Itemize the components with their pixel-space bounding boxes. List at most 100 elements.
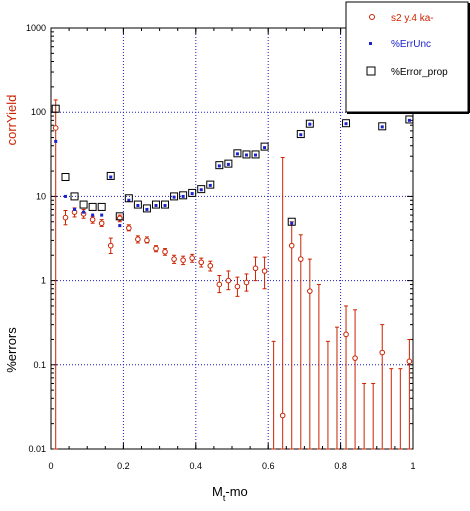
data-point-errorprop xyxy=(206,180,215,189)
data-point-errorprop xyxy=(133,200,142,209)
y-axis-label-top: corrYield xyxy=(4,95,19,146)
data-point-errunc xyxy=(154,203,158,207)
legend-box xyxy=(345,1,469,113)
x-tick-label: 0.2 xyxy=(117,461,130,471)
data-point-errorprop xyxy=(106,171,115,180)
data-point-s2 xyxy=(261,268,268,274)
y-tick-label: 0.1 xyxy=(33,360,46,370)
x-tick-label: 0.6 xyxy=(262,461,275,471)
legend-label-errunc: %ErrUnc xyxy=(391,39,431,50)
data-point-errorprop xyxy=(97,202,106,211)
y-axis-label-bottom: %errors xyxy=(4,327,19,373)
data-point-errunc xyxy=(235,152,239,156)
data-point-errunc xyxy=(407,118,411,122)
data-point-errunc xyxy=(308,122,312,126)
data-point-s2 xyxy=(207,262,214,269)
data-point-s2 xyxy=(379,349,386,356)
data-point-s2 xyxy=(153,245,159,252)
data-point-s2 xyxy=(198,259,205,266)
data-point-errunc xyxy=(217,164,221,168)
data-point-s2 xyxy=(234,283,241,290)
data-point-errorprop xyxy=(224,159,233,168)
x-tick-label: 0.4 xyxy=(190,461,203,471)
y-axis-ticks: 0.01 0.1 1 10 100 1000 xyxy=(26,23,413,454)
data-point-s2 xyxy=(288,242,295,249)
data-point-errorprop xyxy=(88,202,97,211)
data-point-errunc xyxy=(118,224,122,228)
data-point-s2 xyxy=(135,236,141,243)
x-axis-label: Mt-mo xyxy=(212,484,248,503)
data-point-errorprop xyxy=(233,149,242,158)
data-point-s2 xyxy=(144,237,150,244)
data-point-errunc xyxy=(127,198,131,202)
grid-lines xyxy=(51,28,413,449)
data-point-errorprop xyxy=(179,191,188,200)
data-point-errunc xyxy=(109,175,113,179)
data-point-errorprop xyxy=(115,212,124,221)
data-point-errorprop xyxy=(124,194,133,203)
x-tick-label: 0.8 xyxy=(334,461,347,471)
data-point-s2 xyxy=(216,281,223,288)
data-point-s2 xyxy=(343,331,349,338)
data-point-errunc xyxy=(100,213,104,217)
data-point-errunc xyxy=(172,195,176,199)
data-point-errorprop xyxy=(378,122,387,131)
y-tick-label: 1 xyxy=(41,276,46,286)
data-point-errunc xyxy=(290,221,294,225)
legend-marker-s2 xyxy=(369,14,375,20)
data-point-errorprop xyxy=(61,172,70,181)
data-point-errorprop xyxy=(342,119,351,128)
data-point-errunc xyxy=(63,194,67,198)
data-point-s2 xyxy=(307,288,313,294)
data-point-errunc xyxy=(91,213,95,217)
data-point-s2 xyxy=(279,412,286,419)
series-2 xyxy=(51,102,414,226)
data-point-s2 xyxy=(162,248,168,255)
data-point-errorprop xyxy=(251,150,260,159)
data-point-s2 xyxy=(52,125,59,131)
data-point-s2 xyxy=(171,256,177,262)
data-point-errunc xyxy=(208,183,212,187)
x-axis-label-sub: t xyxy=(223,493,226,503)
data-point-errorprop xyxy=(170,192,179,201)
data-point-errorprop xyxy=(70,192,79,201)
data-point-errorprop xyxy=(215,161,224,170)
data-point-errunc xyxy=(299,133,303,137)
data-point-errorprop xyxy=(142,204,151,213)
data-point-errunc xyxy=(181,194,185,198)
data-point-errunc xyxy=(190,192,194,196)
data-point-s2 xyxy=(225,277,232,284)
data-point-errorprop xyxy=(260,142,269,151)
series-1 xyxy=(54,105,411,228)
legend-label-s2: s2 y.4 ka- xyxy=(391,13,434,24)
data-point-errorprop xyxy=(161,200,170,209)
data-point-errunc xyxy=(254,153,258,157)
x-axis-label-suffix: -mo xyxy=(225,484,247,499)
y-tick-label: 0.01 xyxy=(28,444,46,454)
data-point-errunc xyxy=(73,207,77,211)
data-point-errunc xyxy=(145,207,149,211)
legend-marker-errorprop xyxy=(366,66,376,76)
x-axis-ticks: 0 0.2 0.4 0.6 0.8 1 xyxy=(48,28,416,471)
data-point-s2 xyxy=(107,242,114,249)
data-point-errunc xyxy=(226,162,230,166)
data-point-errorprop xyxy=(197,185,206,194)
data-point-errorprop xyxy=(305,119,314,128)
data-point-errunc xyxy=(380,125,384,129)
y-tick-label: 10 xyxy=(36,191,46,201)
data-marks xyxy=(51,99,414,450)
data-point-s2 xyxy=(98,220,105,227)
data-point-s2 xyxy=(297,256,304,262)
data-point-errunc xyxy=(82,210,86,214)
legend: s2 y.4 ka- %ErrUnc %Error_prop xyxy=(345,1,470,114)
x-axis-label-main: M xyxy=(212,484,223,499)
data-point-errunc xyxy=(244,153,248,157)
data-point-errunc xyxy=(199,188,203,192)
data-point-s2 xyxy=(89,216,96,223)
data-point-errunc xyxy=(263,146,267,150)
x-tick-label: 0 xyxy=(48,461,53,471)
data-point-errorprop xyxy=(242,150,251,159)
x-tick-label: 1 xyxy=(410,461,415,471)
y-tick-label: 1000 xyxy=(26,23,46,33)
